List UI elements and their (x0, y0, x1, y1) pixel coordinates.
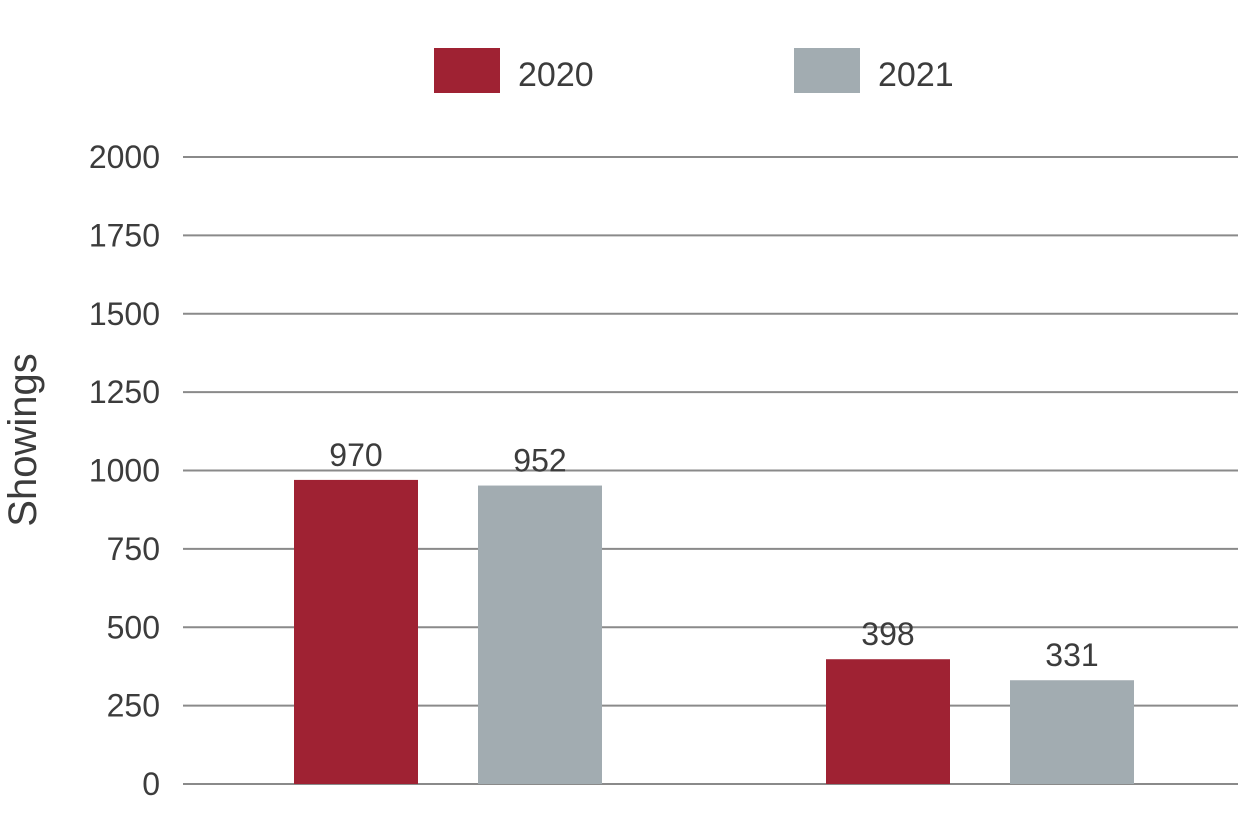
legend-label: 2020 (518, 56, 594, 94)
data-label: 970 (329, 437, 382, 473)
y-tick-label: 500 (107, 609, 160, 645)
y-tick-label: 0 (142, 766, 160, 802)
bar-2021-1 (1010, 680, 1134, 784)
bar-2021-0 (478, 485, 602, 784)
legend-label: 2021 (878, 56, 954, 94)
legend-swatch-2021 (794, 48, 860, 93)
bars (294, 479, 1134, 784)
y-tick-label: 250 (107, 688, 160, 724)
y-tick-label: 1500 (89, 296, 160, 332)
legend-swatch-2020 (434, 48, 500, 93)
data-label: 331 (1045, 637, 1098, 673)
y-tick-label: 1250 (89, 374, 160, 410)
y-tick-label: 1750 (89, 217, 160, 253)
y-tick-label: 2000 (89, 139, 160, 175)
bar-2020-1 (826, 659, 950, 784)
y-tick-labels: 0 250 500 750 1000 1250 1500 1750 2000 (89, 139, 160, 802)
legend: 2020 2021 (434, 48, 954, 94)
y-tick-label: 1000 (89, 453, 160, 489)
data-label: 398 (861, 616, 914, 652)
y-axis-label: Showings (1, 353, 45, 526)
data-labels: 970 398 952 331 (329, 437, 1098, 673)
data-label: 952 (513, 443, 566, 479)
y-tick-label: 750 (107, 531, 160, 567)
bar-2020-0 (294, 479, 418, 784)
